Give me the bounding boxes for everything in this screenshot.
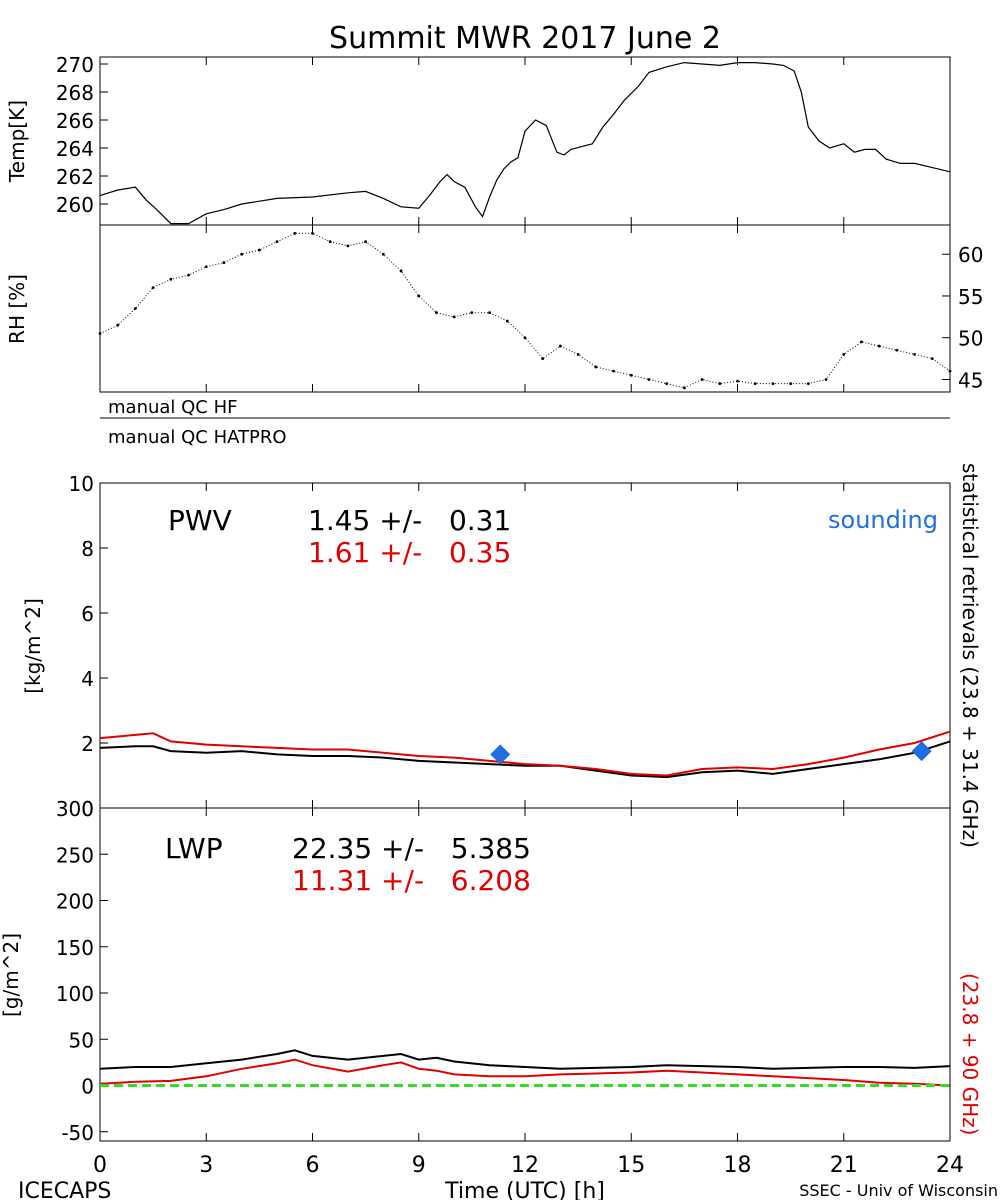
pwv-series-line-0	[99, 740, 951, 779]
rh-ytick-label: 50	[958, 327, 983, 351]
temp-ytick-label: 264	[56, 137, 94, 161]
pwv-stat-hatpro: 1.61 +/- 0.35	[308, 536, 511, 569]
lwp-series-line-0	[99, 1049, 951, 1070]
lwp-ytick-label: 0	[81, 1075, 94, 1099]
rh-ytick-label: 45	[958, 368, 983, 392]
rh-y-axis: 45 50 55 60	[942, 243, 983, 392]
lwp-ytick-label: 100	[56, 982, 94, 1006]
rh-data-point	[753, 382, 757, 386]
pwv-y-axis: 0 2 4 6 8 10	[69, 472, 108, 821]
qc-hf-label: manual QC HF	[108, 397, 237, 418]
rh-data-point	[913, 353, 916, 356]
rh-data-point	[665, 382, 669, 386]
lwp-ytick-label: 50	[69, 1028, 94, 1052]
lwp-ytick-label: 200	[56, 890, 94, 914]
lwp-ylabel: [g/m^2]	[0, 933, 23, 1017]
lwp-series	[99, 808, 951, 1141]
rh-data-point	[612, 369, 615, 373]
rh-data-point	[842, 353, 846, 356]
sounding-marker	[911, 741, 932, 762]
temp-series	[99, 57, 951, 225]
pwv-ytick-label: 4	[81, 667, 94, 691]
rh-data-point	[860, 340, 863, 344]
temp-panel: Temp[K] 260 262 264 266 268 270	[5, 53, 951, 226]
lwp-stat-hf: 22.35 +/- 5.385	[292, 832, 531, 865]
pwv-series-line-1	[99, 730, 951, 777]
rh-data-point	[736, 379, 739, 383]
pwv-ytick-label: 10	[69, 472, 94, 496]
pwv-ytick-label: 2	[81, 732, 94, 756]
x-tick-label: 9	[412, 1153, 426, 1178]
temp-series-line-0	[99, 61, 951, 225]
rh-data-point	[470, 311, 474, 315]
temp-ytick-label: 268	[56, 81, 94, 105]
rh-ylabel: RH [%]	[5, 274, 29, 344]
rh-ytick-label: 60	[958, 243, 983, 267]
pwv-ytick-label: 0	[81, 797, 94, 821]
sounding-legend-label: sounding	[828, 506, 938, 534]
lwp-ytick-label: 250	[56, 843, 94, 867]
x-tick-label: 6	[306, 1153, 320, 1178]
rh-data-point	[381, 252, 385, 256]
pwv-ytick-label: 8	[81, 537, 94, 561]
rh-data-point	[629, 373, 633, 377]
footer-left-label: ICECAPS	[18, 1179, 111, 1200]
temp-ytick-label: 260	[56, 193, 94, 217]
x-tick-label: 12	[511, 1153, 539, 1178]
rh-series	[98, 225, 952, 392]
temp-plot-frame	[99, 56, 951, 226]
x-tick-label: 0	[93, 1153, 107, 1178]
temp-ytick-label: 262	[56, 165, 94, 189]
lwp-series-line-1	[99, 1058, 951, 1087]
rh-data-point	[930, 357, 934, 360]
rh-data-point	[647, 378, 651, 381]
pwv-stat-hf: 1.45 +/- 0.31	[308, 504, 511, 537]
x-tick-label: 15	[617, 1153, 645, 1178]
sounding-marker	[490, 744, 511, 765]
x-axis: 0 3 6 9 12 15 18 21 24	[93, 1153, 964, 1178]
pwv-ylabel: [kg/m^2]	[21, 598, 45, 694]
lwp-stat-hatpro: 11.31 +/- 6.208	[292, 864, 531, 897]
rh-data-point	[311, 231, 314, 235]
rh-data-point	[948, 369, 952, 373]
pwv-label: PWV	[168, 504, 232, 537]
pwv-panel: [kg/m^2] 0 2 4 6 8 10 PWV 1.45 +/- 0.31 1.61 …	[21, 472, 951, 821]
x-tick-label: 24	[936, 1153, 964, 1178]
rh-data-point	[204, 265, 208, 269]
x-tick-label: 21	[830, 1153, 858, 1178]
footer-right-label: SSEC - Univ of Wisconsin	[799, 1181, 998, 1200]
rh-data-point	[187, 273, 190, 277]
qc-block: manual QC HF manual QC HATPRO	[100, 397, 950, 448]
rh-panel: RH [%] 45 50 55 60	[5, 224, 983, 393]
rh-data-point	[435, 311, 438, 315]
right-label-hatpro: (23.8 + 90 GHz)	[958, 973, 982, 1135]
rh-plot-frame	[99, 224, 951, 393]
x-axis-label: Time (UTC) [h]	[444, 1179, 605, 1200]
rh-data-point	[452, 315, 456, 319]
rh-data-point	[771, 382, 775, 386]
pwv-series	[99, 483, 951, 808]
right-label-statistical: statistical retrievals (23.8 + 31.4 GHz)	[958, 463, 982, 848]
rh-data-point	[877, 344, 881, 348]
lwp-ytick-label: -50	[61, 1121, 94, 1145]
x-tick-label: 18	[724, 1153, 752, 1178]
lwp-ytick-label: 150	[56, 936, 94, 960]
chart-title: Summit MWR 2017 June 2	[329, 21, 721, 56]
rh-series-line	[99, 232, 951, 389]
pwv-ytick-label: 6	[81, 602, 94, 626]
temp-ytick-label: 266	[56, 109, 94, 133]
temp-y-axis: 260 262 264 266 268 270	[56, 53, 108, 217]
lwp-label: LWP	[165, 832, 223, 865]
qc-hatpro-label: manual QC HATPRO	[108, 427, 287, 448]
rh-ytick-label: 55	[958, 285, 983, 309]
x-tick-label: 3	[199, 1153, 213, 1178]
lwp-ytick-label: 300	[56, 797, 94, 821]
temp-ylabel: Temp[K]	[5, 100, 29, 183]
temp-ytick-label: 270	[56, 53, 94, 77]
